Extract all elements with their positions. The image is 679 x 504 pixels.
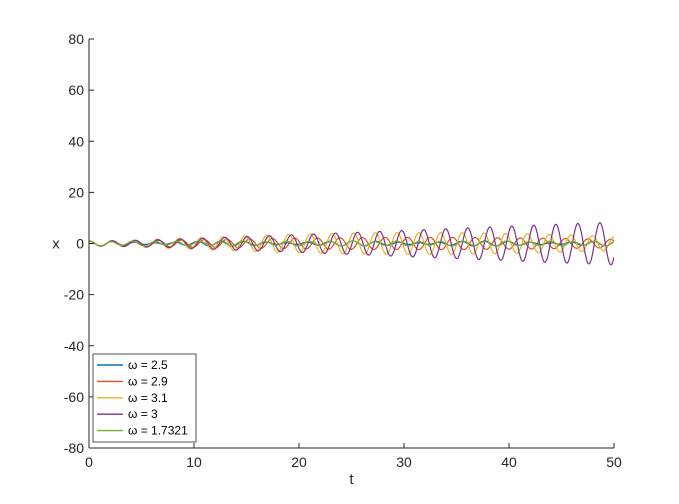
x-tick-label: 20 [291,454,307,470]
y-tick-label: -20 [64,287,84,303]
y-tick-label: 80 [68,31,84,47]
x-tick-label: 30 [396,454,412,470]
x-axis-label: t [349,471,354,488]
legend: ω = 2.5 ω = 2.9 ω = 3.1 ω = 3 ω = 1.7321 [92,353,197,443]
y-tick-label: -40 [64,338,84,354]
x-tick-label: 50 [606,454,622,470]
y-tick-label: 0 [76,236,84,252]
y-tick-label: -80 [64,440,84,456]
legend-label-1: ω = 2.5 [128,358,168,372]
x-tick-label: 0 [85,454,93,470]
x-tick-label: 40 [501,454,517,470]
y-tick-label: -60 [64,389,84,405]
y-tick-label: 60 [68,82,84,98]
plot-area [89,222,614,266]
y-axis-label: x [52,236,60,253]
y-tick-label: 20 [68,184,84,200]
legend-label-3: ω = 3.1 [128,391,168,405]
series-line-2 [89,236,614,251]
series-line-5 [89,240,614,247]
x-tick-label: 10 [186,454,202,470]
legend-label-2: ω = 2.9 [128,374,168,388]
series-line-3 [89,231,614,256]
axes: 0 10 20 30 40 50 -80 -60 -40 -20 0 20 40 60 80 [64,31,622,470]
legend-label-5: ω = 1.7321 [128,424,188,438]
legend-label-4: ω = 3 [128,407,158,421]
y-tick-label: 40 [68,133,84,149]
